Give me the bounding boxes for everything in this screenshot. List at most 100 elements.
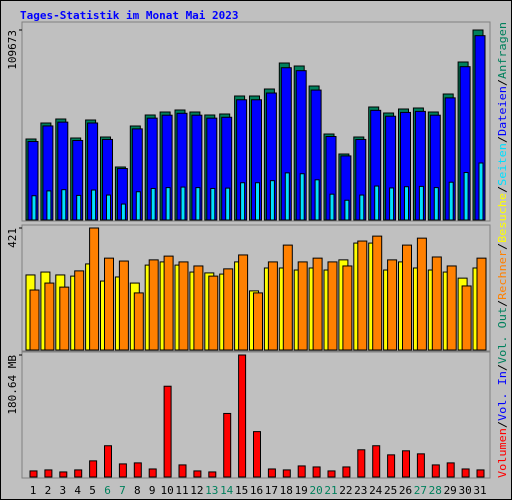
bar	[133, 292, 144, 351]
bar	[89, 460, 98, 478]
bar	[118, 260, 129, 351]
bar	[404, 186, 409, 221]
bar	[120, 203, 126, 221]
x-tick-label: 14	[220, 484, 234, 497]
bar	[76, 194, 82, 221]
bar	[74, 270, 85, 351]
bar	[253, 292, 263, 351]
legend-entry: Rechner	[496, 250, 509, 300]
bar	[267, 468, 276, 478]
x-tick-label: 2	[45, 484, 52, 497]
bar	[225, 187, 231, 221]
bar	[327, 470, 336, 478]
x-tick-label: 12	[190, 484, 203, 497]
bar	[359, 194, 365, 221]
bar	[327, 261, 338, 351]
legend-entry: Vol. In	[496, 371, 509, 421]
bar	[431, 464, 440, 478]
x-tick-label: 30	[458, 484, 471, 497]
bar	[374, 185, 380, 221]
bar	[372, 445, 381, 478]
bar	[165, 187, 171, 221]
legend-separator: /	[496, 136, 509, 143]
bar	[133, 462, 142, 478]
bar	[416, 237, 427, 351]
bar	[163, 385, 172, 478]
bar	[208, 471, 217, 478]
x-tick-label: 25	[384, 484, 397, 497]
legend-entry: Volumen	[496, 428, 509, 478]
bar	[29, 289, 40, 351]
bar	[342, 466, 351, 478]
bar	[106, 194, 111, 221]
x-tick-label: 17	[265, 484, 278, 497]
bar	[461, 285, 472, 351]
bar	[389, 187, 395, 221]
x-tick-label: 13	[205, 484, 218, 497]
bar	[223, 268, 234, 351]
x-tick-label: 11	[175, 484, 188, 497]
x-tick-label: 7	[119, 484, 126, 497]
x-tick-label: 10	[160, 484, 173, 497]
x-tick-label: 19	[295, 484, 308, 497]
bar	[282, 244, 293, 351]
bar	[118, 463, 127, 478]
bar	[238, 354, 247, 478]
bar	[416, 453, 425, 478]
x-tick-label: 16	[250, 484, 263, 497]
bar	[61, 189, 67, 221]
bar	[91, 189, 97, 221]
legend-entry: Besuche	[496, 193, 509, 243]
bar	[402, 450, 410, 478]
bar	[418, 185, 424, 221]
x-tick-label: 3	[59, 484, 66, 497]
bar	[448, 181, 454, 221]
bar	[150, 187, 156, 221]
x-tick-label: 5	[89, 484, 96, 497]
x-tick-label: 1	[30, 484, 37, 497]
legend-entry: Anfragen	[496, 22, 509, 79]
bar	[163, 255, 174, 351]
bar	[223, 412, 232, 478]
x-tick-label: 8	[134, 484, 141, 497]
bar	[148, 468, 157, 478]
bar	[269, 180, 275, 221]
x-tick-label: 23	[354, 484, 367, 497]
x-tick-label: 20	[309, 484, 322, 497]
bar	[284, 172, 290, 221]
bar	[357, 449, 366, 478]
bar	[476, 469, 485, 478]
bar	[44, 282, 55, 351]
bar	[178, 261, 189, 351]
legend-separator: /	[496, 79, 509, 86]
bar	[240, 182, 246, 221]
legend-separator: /	[496, 243, 509, 250]
bar	[135, 191, 141, 221]
bar	[282, 469, 291, 478]
bar	[446, 265, 457, 351]
bar	[195, 187, 201, 221]
bar	[312, 257, 323, 351]
bar	[433, 187, 439, 221]
bar	[402, 244, 412, 351]
bar	[89, 227, 100, 351]
legend-separator: /	[496, 421, 509, 428]
bar	[372, 235, 383, 351]
bar	[299, 173, 305, 221]
bar	[210, 187, 216, 221]
x-tick-label: 21	[324, 484, 337, 497]
bar	[329, 193, 335, 221]
bar	[104, 445, 112, 478]
bar	[314, 179, 320, 221]
y-tick-label: 180.64 MB	[6, 355, 19, 415]
x-tick-label: 18	[280, 484, 293, 497]
bar	[178, 464, 187, 478]
bar	[255, 182, 260, 221]
bar	[193, 265, 204, 351]
x-tick-label: 9	[149, 484, 156, 497]
legend-separator: /	[496, 300, 509, 307]
bar	[74, 469, 83, 478]
bar	[253, 431, 261, 478]
bar	[31, 195, 37, 221]
chart-title: Tages-Statistik im Monat Mai 2023	[20, 9, 239, 22]
